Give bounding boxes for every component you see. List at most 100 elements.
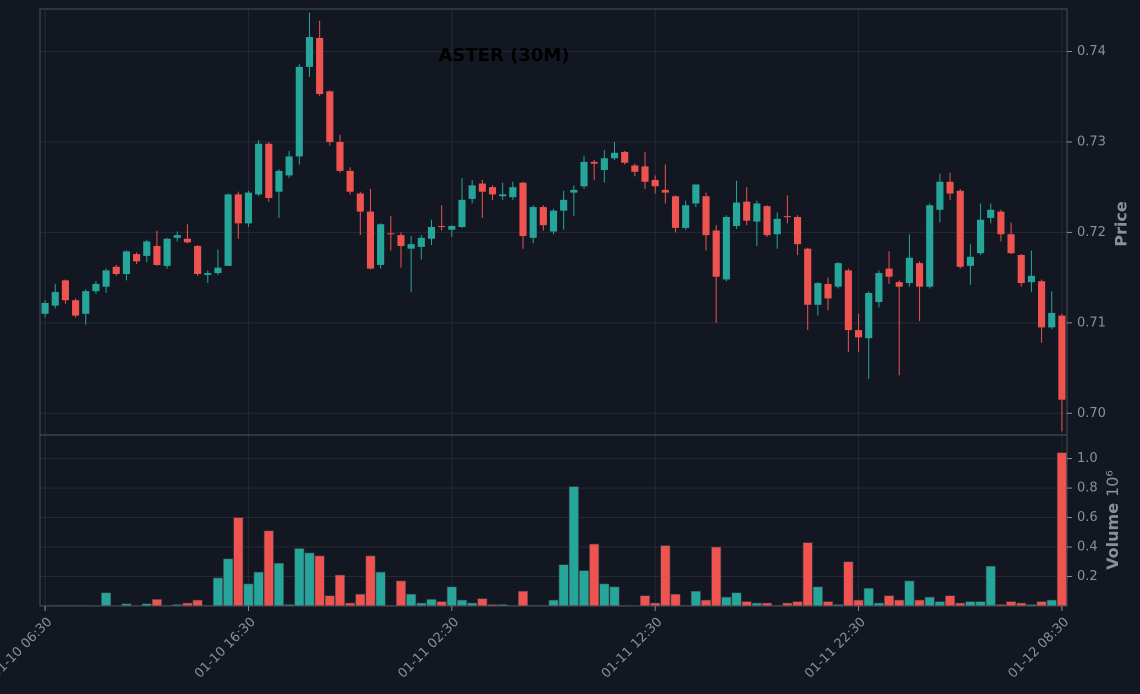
- volume-bar: [792, 601, 803, 607]
- volume-bar: [1046, 599, 1057, 607]
- volume-bar: [436, 601, 447, 607]
- volume-bar: [548, 599, 559, 607]
- candle-body: [143, 241, 151, 256]
- candle-body: [956, 190, 964, 267]
- candle-body: [316, 37, 324, 95]
- x-tick-label: 01-11 02:30: [395, 615, 462, 682]
- candle-body: [621, 151, 629, 163]
- volume-bar: [355, 593, 366, 607]
- volume-bar: [101, 592, 112, 607]
- x-tick-label: 01-10 16:30: [192, 615, 259, 682]
- candle-body: [560, 199, 568, 211]
- candle-body: [865, 293, 873, 339]
- candle-body: [946, 181, 954, 194]
- candle-body: [804, 248, 812, 305]
- candle-body: [234, 194, 242, 224]
- candle-body: [41, 302, 49, 314]
- candle-body: [763, 206, 771, 236]
- y2-axis-label: Volume 10⁶: [1103, 470, 1122, 570]
- volume-bar: [640, 595, 650, 607]
- candle-body: [1048, 312, 1056, 328]
- candle-body: [244, 192, 253, 224]
- volume-bar: [406, 593, 417, 607]
- candle-body: [204, 273, 212, 275]
- volume-bar: [324, 595, 335, 607]
- candle-body: [905, 257, 913, 284]
- volume-bar: [884, 595, 895, 607]
- volume-bar: [945, 595, 956, 607]
- volume-bar: [426, 599, 437, 607]
- volume-bar: [843, 561, 854, 607]
- candle-body: [173, 235, 181, 238]
- volume-bar: [304, 552, 315, 607]
- candle-body: [885, 268, 893, 277]
- volume-bar: [701, 599, 712, 607]
- candle-body: [936, 181, 944, 210]
- y2-axis-offset: 10⁶: [1103, 470, 1122, 497]
- candle-body: [519, 182, 527, 237]
- volume-bar: [223, 558, 234, 607]
- candle-body: [702, 196, 710, 236]
- volume-bar: [802, 542, 813, 607]
- volume-bar: [314, 555, 325, 607]
- y-tick-label: 0.73: [1077, 134, 1106, 149]
- x-tick-label: 01-11 12:30: [599, 615, 666, 682]
- candle-body: [834, 263, 842, 287]
- volume-bar: [823, 601, 834, 607]
- candle-body: [1027, 275, 1035, 283]
- grid: [40, 9, 1067, 606]
- candle-body: [722, 217, 730, 280]
- volume-bar: [518, 590, 528, 607]
- candle-body: [753, 203, 761, 222]
- candle-body: [997, 211, 1005, 235]
- volume-bar: [914, 599, 925, 607]
- candle-body: [824, 283, 832, 299]
- candle-body: [92, 283, 100, 292]
- volume-bar: [273, 562, 284, 607]
- volume-bar: [375, 571, 386, 607]
- candle-body: [570, 189, 578, 193]
- candle-body: [265, 143, 273, 199]
- candle-body: [651, 179, 659, 187]
- candle-body: [305, 37, 314, 67]
- candle-body: [844, 270, 852, 331]
- candle-body: [112, 266, 120, 275]
- candle-body: [783, 216, 791, 218]
- candle-body: [417, 237, 425, 247]
- candle-body: [631, 165, 639, 172]
- volume-bar: [579, 570, 589, 607]
- volume-bar: [741, 601, 752, 607]
- candle-body: [895, 282, 903, 287]
- x-tick-label: 01-11 22:30: [802, 615, 869, 682]
- volume-bar: [924, 596, 935, 607]
- candle-body: [387, 233, 395, 235]
- volume-panel-frame: [39, 434, 1068, 607]
- candle-body: [285, 156, 293, 176]
- candle-body: [854, 330, 863, 338]
- candle-body: [793, 217, 802, 245]
- volume-bar: [558, 564, 569, 607]
- volume-bar: [965, 601, 976, 607]
- volume-bar: [853, 599, 864, 607]
- candle-body: [966, 256, 974, 266]
- candle-body: [641, 166, 649, 182]
- candle-body: [183, 238, 191, 243]
- x-tick-label: 01-12 08:30: [1005, 615, 1072, 682]
- candle-body: [214, 267, 222, 274]
- candle-body: [122, 251, 130, 275]
- volume-bar: [233, 517, 244, 607]
- candle-body: [366, 211, 375, 269]
- candle-body: [133, 254, 141, 262]
- candle-body: [743, 201, 751, 221]
- candle-body: [356, 193, 364, 212]
- candle-body: [590, 161, 598, 164]
- candle-body: [661, 189, 669, 193]
- volume-bar: [568, 486, 579, 607]
- volume-bar: [934, 601, 945, 607]
- candle-body: [295, 66, 303, 157]
- volume-bar: [904, 580, 915, 607]
- volume-bar: [1056, 452, 1067, 607]
- y-tick-label: 0.72: [1077, 225, 1106, 240]
- candle-body: [773, 218, 781, 235]
- candle-body: [600, 158, 608, 170]
